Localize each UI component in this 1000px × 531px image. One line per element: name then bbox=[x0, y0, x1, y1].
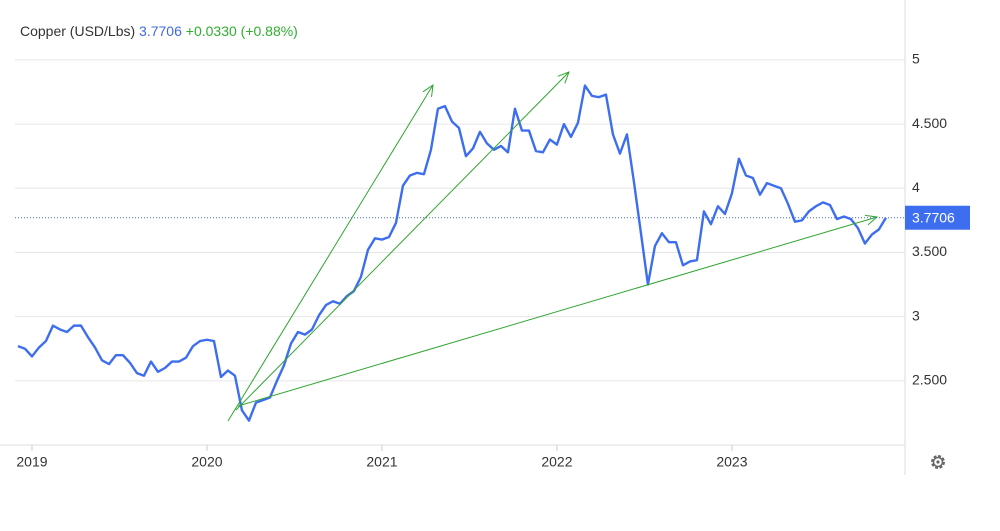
last-price-label: 3.7706 bbox=[912, 209, 955, 225]
x-tick-label: 2023 bbox=[716, 454, 747, 470]
x-tick-label: 2021 bbox=[366, 454, 397, 470]
trend-arrow bbox=[227, 85, 433, 422]
y-tick-label: 3 bbox=[912, 307, 920, 323]
x-tick-label: 2022 bbox=[541, 454, 572, 470]
chart-header: Copper (USD/Lbs) 3.7706 +0.0330 (+0.88%) bbox=[20, 23, 298, 39]
y-tick-label: 2.500 bbox=[912, 372, 947, 388]
gear-hub bbox=[936, 460, 940, 464]
gear-ring bbox=[932, 456, 944, 468]
price-line bbox=[17, 84, 887, 422]
y-tick-label: 4.500 bbox=[912, 115, 947, 131]
trend-arrow bbox=[237, 217, 877, 407]
last-price: 3.7706 bbox=[139, 23, 182, 39]
y-tick-label: 5 bbox=[912, 51, 920, 67]
settings-icon[interactable] bbox=[931, 455, 945, 469]
last-price-badge bbox=[905, 205, 970, 230]
x-tick-label: 2020 bbox=[191, 454, 222, 470]
trend-arrow bbox=[235, 72, 569, 411]
y-tick-label: 3.500 bbox=[912, 243, 947, 259]
trend-arrows bbox=[227, 72, 877, 422]
price-change: +0.0330 (+0.88%) bbox=[186, 23, 298, 39]
gear-teeth bbox=[931, 455, 945, 469]
y-tick-label: 4 bbox=[912, 179, 920, 195]
x-tick-label: 2019 bbox=[16, 454, 47, 470]
chart-title: Copper (USD/Lbs) bbox=[20, 23, 135, 39]
